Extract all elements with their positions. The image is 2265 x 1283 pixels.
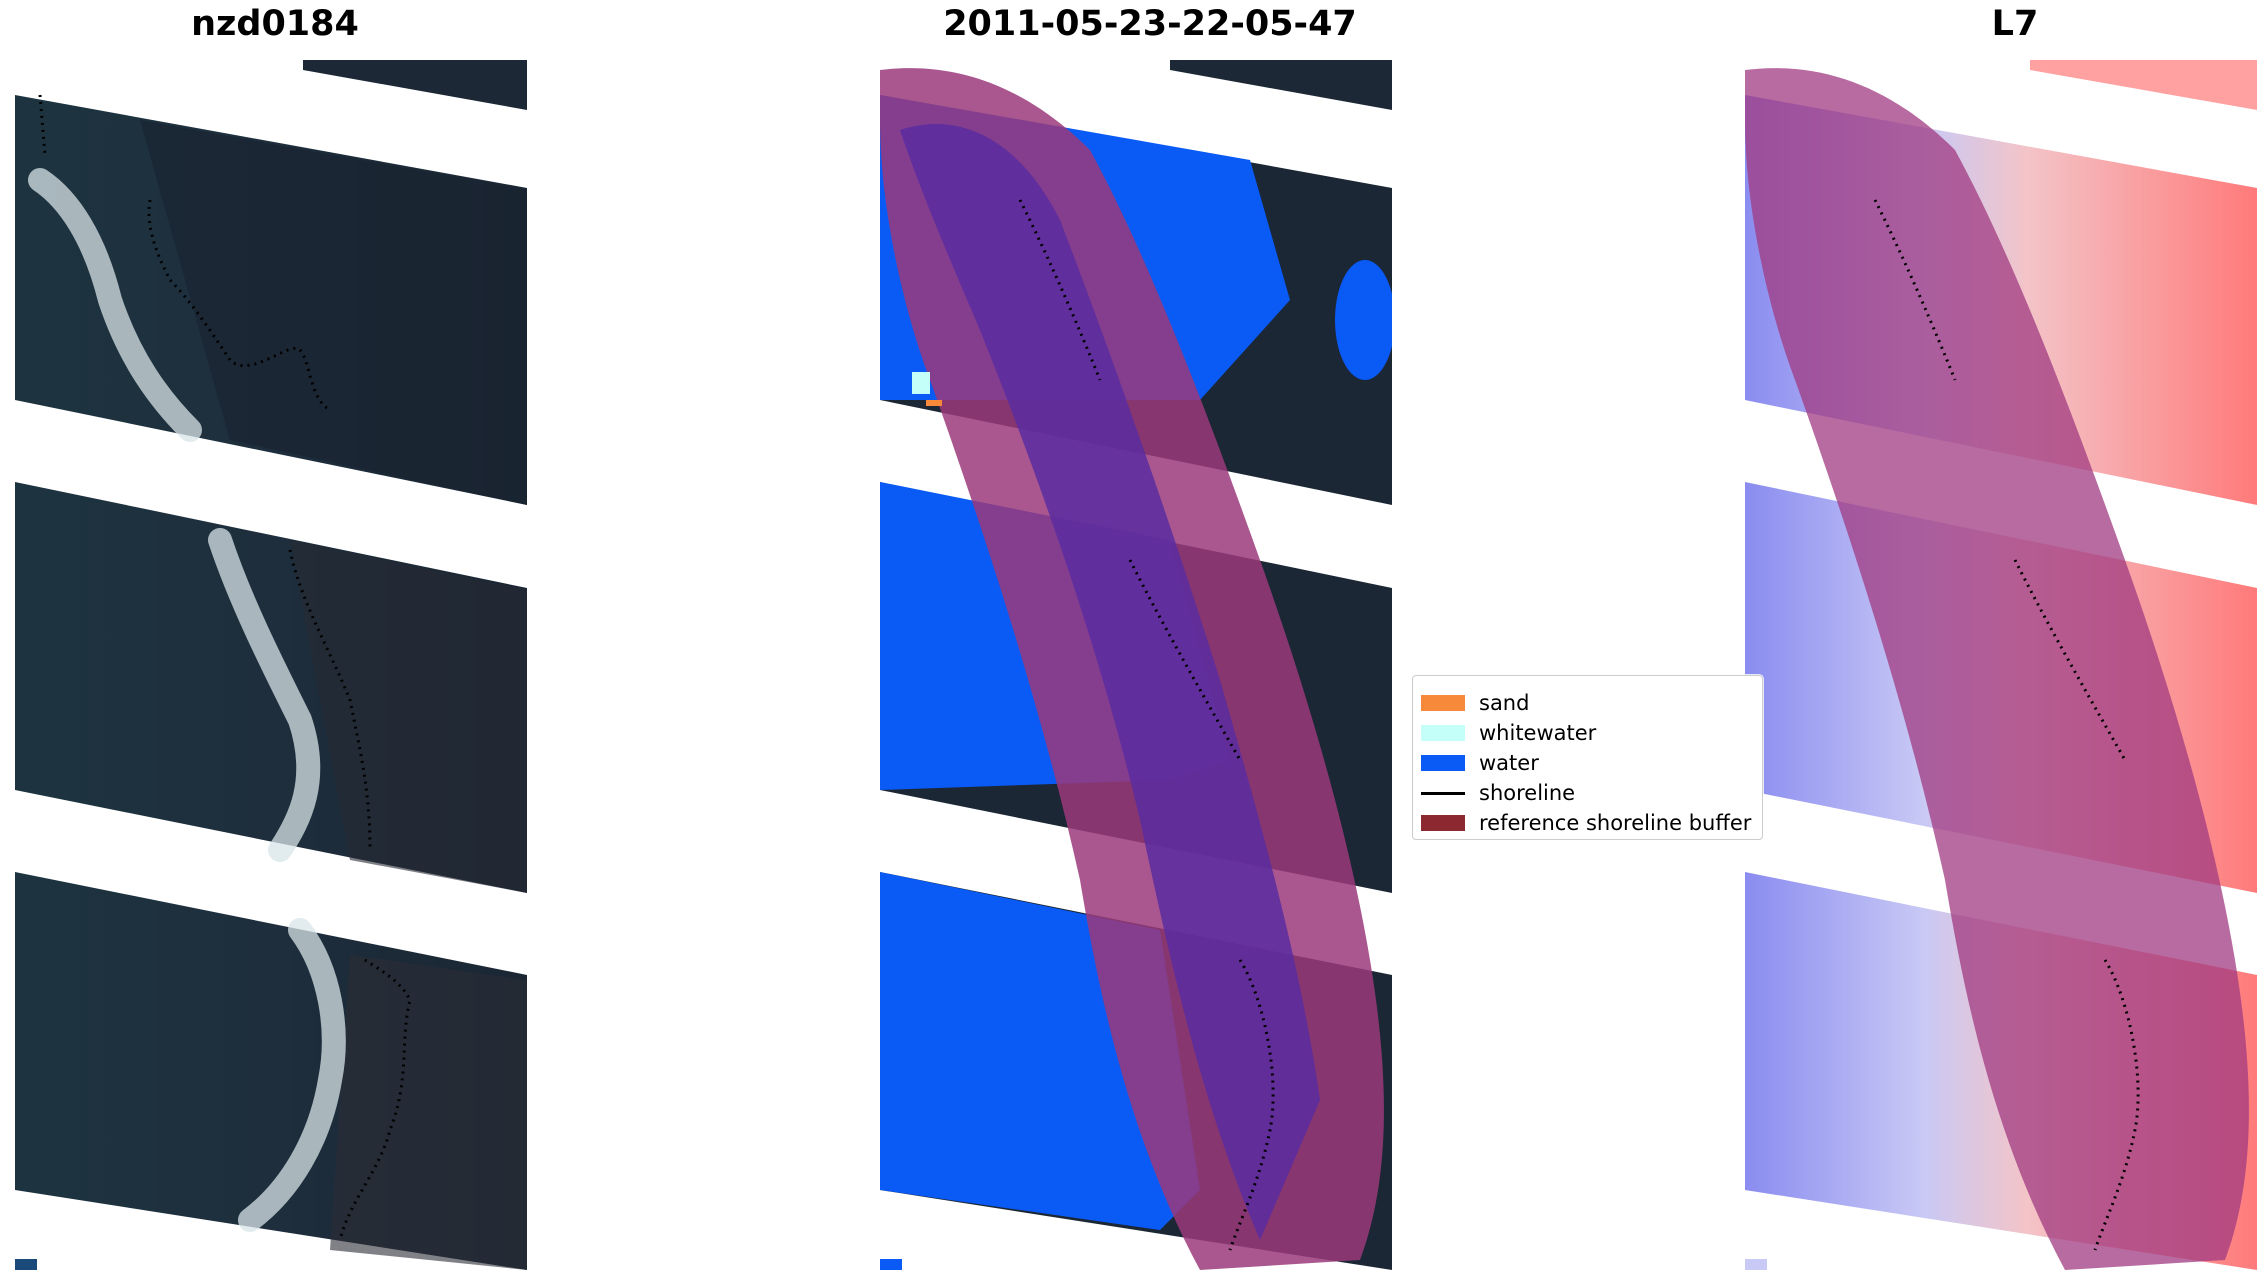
legend-line-shoreline: [1421, 791, 1465, 795]
legend-swatch-sand: [1421, 695, 1465, 711]
small-pixel-mark: [15, 1259, 37, 1270]
legend-swatch-water: [1421, 755, 1465, 771]
legend: sand whitewater water shoreline referenc…: [1412, 675, 1763, 840]
legend-swatch-whitewater: [1421, 725, 1465, 741]
legend-swatch-buffer: [1421, 815, 1465, 831]
panel-title-classification: 2011-05-23-22-05-47: [943, 4, 1357, 44]
legend-label: water: [1479, 751, 1539, 775]
legend-label: shoreline: [1479, 781, 1576, 805]
classification-panel: [880, 60, 1392, 1270]
legend-label: whitewater: [1479, 721, 1597, 745]
image-swath-top-small: [303, 60, 527, 110]
legend-label: sand: [1479, 691, 1530, 715]
legend-label: reference shoreline buffer: [1479, 811, 1752, 835]
index-panel: [1745, 60, 2257, 1270]
shoreline-dotted: [38, 94, 412, 1241]
rgb-image-panel: [15, 60, 527, 1270]
surf-line: [28, 168, 346, 1232]
panel-title-rgb: nzd0184: [191, 4, 359, 44]
panel-title-index: L7: [1991, 4, 2039, 44]
